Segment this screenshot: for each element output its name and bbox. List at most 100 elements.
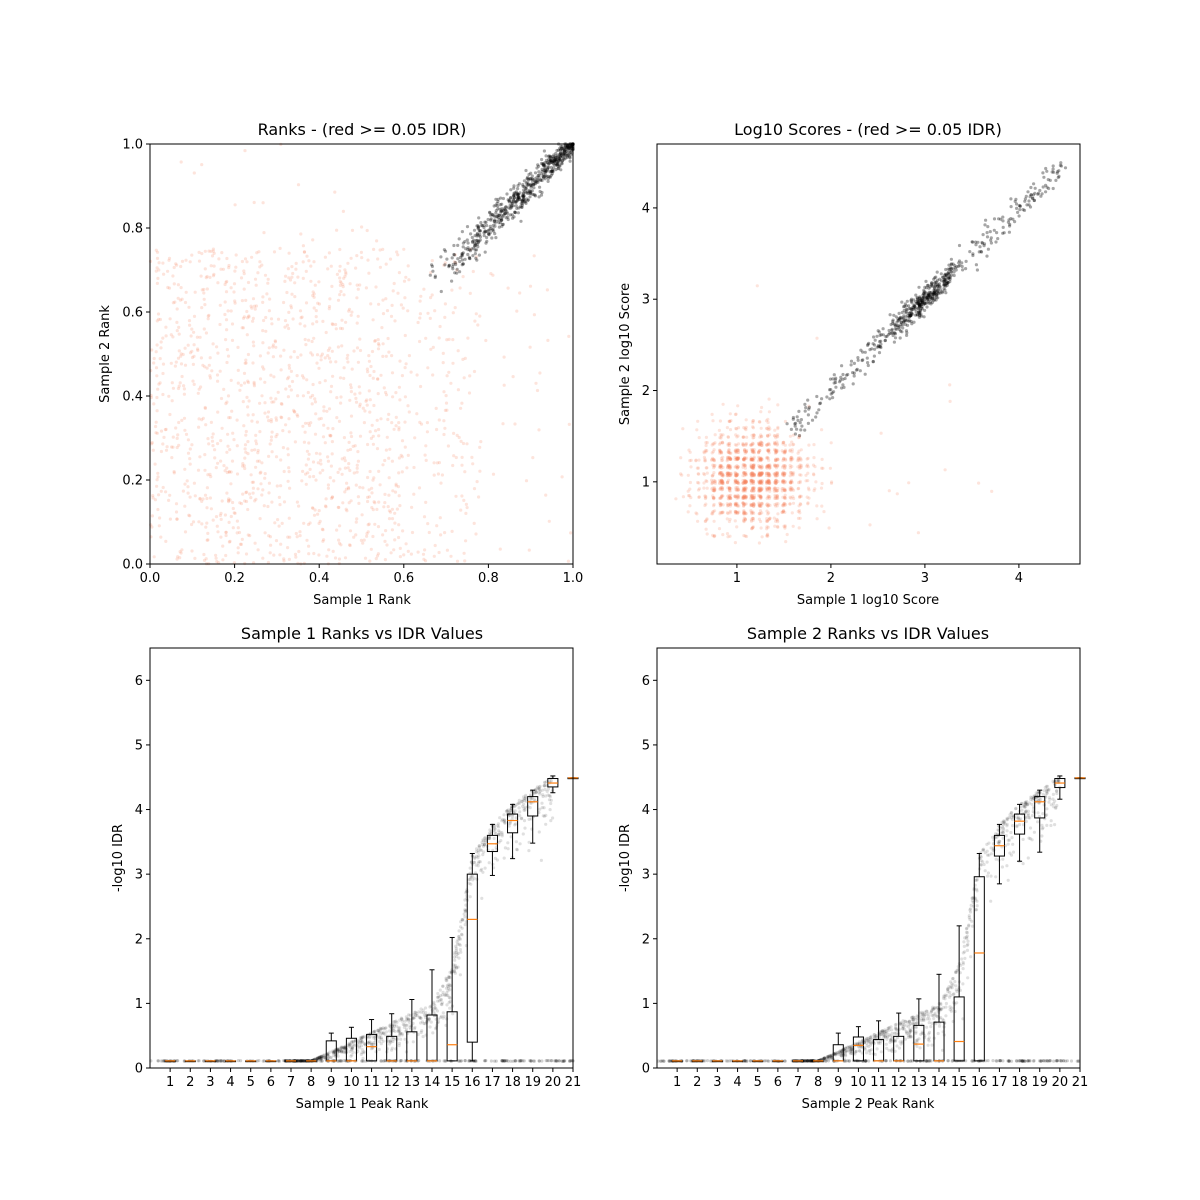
- low-idr-point: [718, 450, 722, 454]
- low-idr-point: [243, 466, 247, 471]
- low-idr-point: [272, 375, 276, 379]
- high-idr-point: [477, 228, 481, 233]
- low-idr-point: [245, 490, 249, 494]
- idr-point: [523, 795, 528, 799]
- high-idr-point: [1052, 170, 1056, 174]
- low-idr-point: [760, 479, 764, 483]
- low-idr-point: [405, 466, 409, 470]
- low-idr-point: [511, 375, 515, 379]
- low-idr-point: [749, 458, 753, 462]
- high-idr-point: [506, 215, 510, 219]
- low-idr-point: [783, 457, 788, 461]
- low-idr-point: [720, 510, 725, 514]
- low-idr-point: [750, 450, 755, 454]
- low-idr-point: [776, 512, 780, 516]
- low-idr-point: [783, 488, 787, 492]
- low-idr-point: [239, 383, 243, 387]
- low-idr-point: [727, 478, 731, 482]
- low-idr-point: [442, 263, 446, 267]
- y-tick-label: 1: [642, 475, 650, 490]
- idr-point: [518, 842, 522, 846]
- idr-point: [459, 932, 464, 936]
- low-idr-point: [460, 401, 464, 405]
- low-idr-point: [281, 429, 285, 433]
- low-idr-point: [252, 304, 256, 308]
- high-idr-point: [461, 251, 465, 255]
- low-idr-point: [161, 485, 165, 490]
- idr-point: [382, 1031, 386, 1035]
- low-idr-point: [396, 291, 400, 295]
- low-idr-point: [464, 511, 468, 515]
- idr-point: [541, 814, 545, 818]
- low-idr-point: [272, 250, 277, 254]
- low-idr-point: [742, 519, 746, 523]
- low-idr-point: [736, 448, 741, 452]
- low-idr-point: [725, 474, 729, 478]
- high-idr-point: [563, 149, 567, 153]
- low-idr-point: [204, 331, 208, 335]
- low-idr-point: [758, 420, 762, 424]
- low-idr-point: [711, 456, 715, 460]
- high-idr-point: [522, 192, 526, 196]
- high-idr-point: [499, 196, 503, 200]
- high-idr-point: [796, 418, 800, 422]
- low-idr-point: [750, 494, 754, 498]
- low-idr-point: [766, 495, 770, 499]
- high-idr-point: [873, 338, 877, 342]
- low-idr-point: [703, 457, 707, 461]
- low-idr-point: [725, 471, 729, 475]
- low-idr-point: [774, 450, 778, 454]
- low-idr-point: [783, 451, 787, 455]
- low-idr-point: [743, 479, 748, 483]
- low-idr-point: [289, 369, 293, 373]
- high-idr-point: [477, 253, 481, 257]
- high-idr-point: [516, 193, 520, 197]
- low-idr-point: [342, 376, 346, 380]
- high-idr-point: [828, 388, 832, 392]
- low-idr-point: [689, 465, 693, 469]
- low-idr-point: [418, 420, 422, 424]
- low-idr-point: [712, 496, 716, 500]
- idr-point: [532, 1059, 537, 1063]
- high-idr-point: [542, 149, 547, 153]
- high-idr-point: [461, 262, 465, 266]
- low-idr-point: [339, 401, 343, 405]
- low-idr-point: [743, 502, 747, 506]
- low-idr-point: [760, 465, 764, 469]
- low-idr-point: [719, 471, 723, 475]
- low-idr-point: [742, 504, 746, 508]
- high-idr-point: [501, 209, 505, 213]
- low-idr-point: [752, 433, 756, 437]
- low-idr-point: [188, 260, 192, 264]
- low-idr-point: [455, 268, 459, 272]
- low-idr-point: [415, 412, 419, 416]
- high-idr-point: [475, 231, 479, 236]
- high-idr-point: [537, 170, 541, 174]
- high-idr-point: [466, 246, 470, 250]
- low-idr-point: [286, 395, 290, 399]
- low-idr-point: [728, 465, 732, 469]
- low-idr-point: [288, 486, 292, 490]
- high-idr-point: [843, 376, 847, 381]
- high-idr-point: [898, 336, 902, 340]
- low-idr-point: [390, 528, 394, 532]
- high-idr-point: [472, 238, 476, 242]
- high-idr-point: [482, 234, 486, 238]
- low-idr-point: [267, 346, 271, 350]
- low-idr-point: [171, 435, 175, 439]
- low-idr-point: [760, 487, 764, 491]
- low-idr-point: [760, 443, 764, 447]
- low-idr-point: [721, 480, 725, 484]
- high-idr-point: [439, 289, 443, 294]
- low-idr-point: [735, 480, 740, 484]
- low-idr-point: [155, 395, 159, 400]
- low-idr-point: [170, 381, 174, 385]
- high-idr-point: [509, 196, 513, 200]
- low-idr-point: [774, 474, 778, 478]
- low-idr-point: [798, 456, 802, 460]
- high-idr-point: [915, 296, 919, 300]
- low-idr-point: [742, 480, 746, 484]
- high-idr-point: [871, 359, 875, 364]
- low-idr-point: [733, 479, 738, 483]
- low-idr-point: [285, 323, 289, 327]
